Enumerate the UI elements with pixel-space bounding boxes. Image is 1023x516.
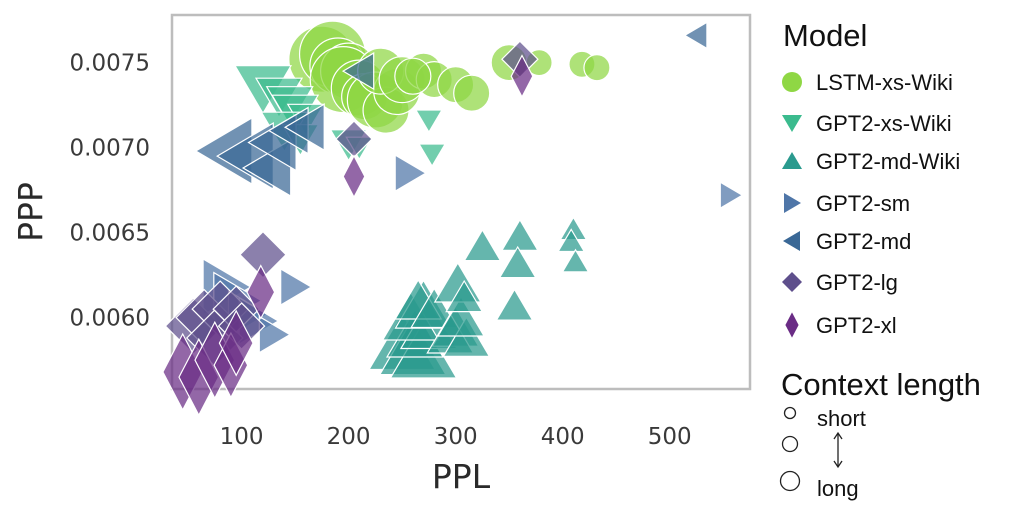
data-point bbox=[283, 103, 325, 152]
data-point bbox=[436, 295, 486, 337]
legend-marker bbox=[782, 272, 802, 292]
legend-label: GPT2-lg bbox=[816, 270, 898, 295]
data-point bbox=[442, 316, 491, 357]
legend-marker bbox=[782, 152, 802, 169]
series-gpt2-md bbox=[194, 21, 708, 198]
y-tick-label: 0.0065 bbox=[70, 221, 150, 247]
y-tick-label: 0.0070 bbox=[70, 136, 150, 162]
size-legend-title: Context length bbox=[781, 367, 981, 402]
data-point bbox=[394, 57, 432, 95]
data-point bbox=[583, 54, 611, 82]
size-legend: Context length short long bbox=[779, 367, 981, 501]
data-point bbox=[218, 309, 254, 377]
y-tick-label: 0.0060 bbox=[70, 306, 150, 332]
series-gpt2-xl bbox=[162, 54, 534, 417]
legend-label: GPT2-md bbox=[816, 229, 911, 254]
data-point bbox=[418, 143, 447, 168]
legend-marker bbox=[784, 193, 801, 213]
legend-title: Model bbox=[783, 18, 867, 53]
data-marks bbox=[162, 20, 744, 417]
size-legend-long-circle bbox=[779, 470, 801, 492]
x-tick-labels: 100 200 300 400 500 bbox=[220, 424, 692, 450]
legend-marker bbox=[782, 115, 802, 132]
data-point bbox=[246, 264, 276, 320]
data-point bbox=[495, 288, 534, 321]
legend-marker bbox=[783, 231, 800, 251]
size-legend-short-circle bbox=[783, 406, 797, 420]
y-tick-labels: 0.0060 0.0065 0.0070 0.0075 bbox=[70, 51, 150, 332]
size-legend-long-label: long bbox=[817, 476, 859, 501]
x-tick-label: 400 bbox=[541, 424, 585, 450]
legend-marker bbox=[785, 312, 799, 338]
data-point bbox=[258, 315, 292, 354]
data-point bbox=[498, 245, 537, 279]
size-legend-mid-circle bbox=[781, 435, 799, 453]
data-point bbox=[410, 287, 459, 329]
legend-marker bbox=[782, 72, 802, 92]
x-tick-label: 200 bbox=[327, 424, 371, 450]
data-point bbox=[463, 228, 502, 262]
legend-items: LSTM-xs-Wiki GPT2-xs-Wiki GPT2-md-Wiki GPT2… bbox=[782, 70, 960, 338]
y-tick-label: 0.0075 bbox=[70, 51, 150, 77]
legend-label: LSTM-xs-Wiki bbox=[816, 70, 953, 95]
size-legend-short-label: short bbox=[817, 406, 866, 431]
legend-label: GPT2-md-Wiki bbox=[816, 149, 960, 174]
data-point bbox=[341, 52, 375, 91]
data-point bbox=[280, 267, 313, 307]
data-point bbox=[453, 74, 491, 112]
legend-label: GPT2-xs-Wiki bbox=[816, 111, 952, 136]
y-axis-label: PPP bbox=[11, 182, 50, 242]
data-point bbox=[557, 228, 586, 253]
legend-label: GPT2-xl bbox=[816, 313, 897, 338]
data-point bbox=[445, 279, 484, 313]
x-tick-label: 500 bbox=[648, 424, 692, 450]
x-tick-label: 100 bbox=[220, 424, 264, 450]
data-point bbox=[414, 109, 443, 134]
size-legend-arrow bbox=[833, 431, 843, 469]
legend: Model LSTM-xs-Wiki GPT2-xs-Wiki GPT2-md-Wi… bbox=[782, 18, 960, 338]
data-point bbox=[342, 154, 366, 199]
data-point bbox=[510, 54, 534, 99]
series-gpt2-md-wiki bbox=[368, 216, 590, 379]
data-point bbox=[394, 154, 427, 193]
x-axis-label: PPL bbox=[432, 457, 491, 496]
x-tick-label: 300 bbox=[434, 424, 478, 450]
legend-label: GPT2-sm bbox=[816, 191, 910, 216]
data-point bbox=[561, 248, 590, 273]
data-point bbox=[683, 21, 708, 50]
data-point bbox=[719, 181, 744, 210]
